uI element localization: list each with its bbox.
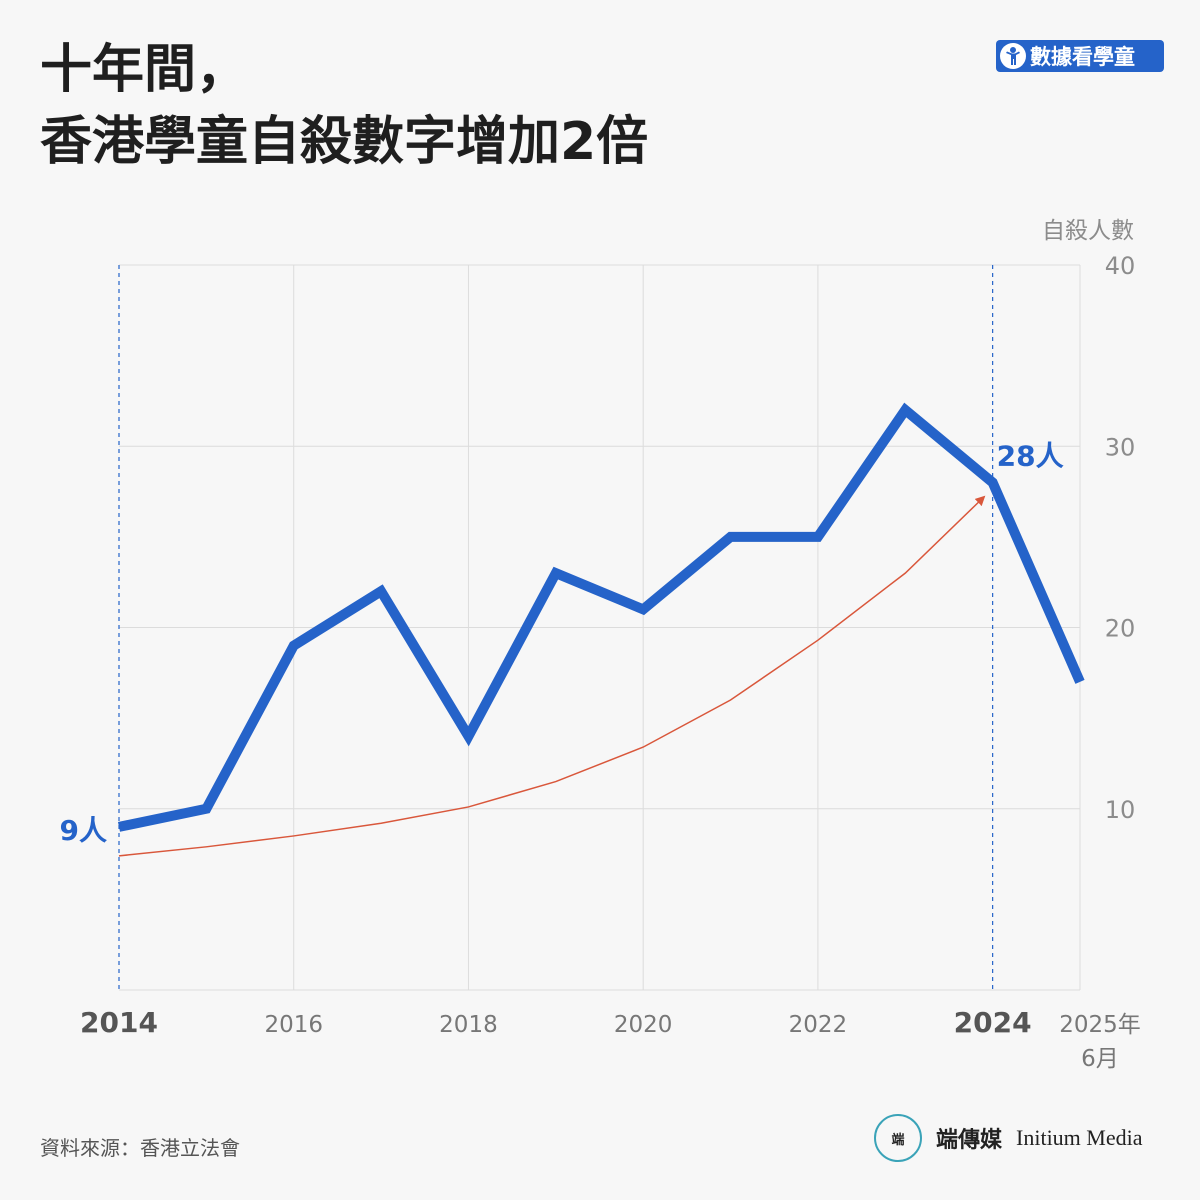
brand-english: Initium Media <box>1016 1125 1143 1150</box>
y-tick-label: 30 <box>1105 433 1136 461</box>
source-note: 資料來源：香港立法會 <box>40 1136 240 1160</box>
y-tick-label: 20 <box>1105 615 1136 643</box>
badge-label: 數據看學童 <box>1030 45 1135 69</box>
initium-logo-icon: 端 <box>874 1114 922 1162</box>
x-tick-label: 2025年 6月 <box>1059 1012 1141 1072</box>
trend-arrow <box>118 495 986 857</box>
title-line-2: 香港學童自殺數字增加2倍 <box>40 112 649 172</box>
x-tick-label-line: 2025年 <box>1059 1012 1141 1038</box>
data-label: 28人 <box>997 440 1064 473</box>
x-tick-label: 2024 <box>954 1006 1032 1039</box>
brand-chinese: 端傳媒 <box>936 1127 1003 1153</box>
y-axis-label: 自殺人數 <box>1042 218 1134 244</box>
series-badge: 數據看學童 <box>996 40 1164 72</box>
y-tick-label: 40 <box>1105 252 1136 280</box>
child-figure-icon <box>1000 43 1026 69</box>
x-tick-label: 2022 <box>789 1012 848 1038</box>
series-line <box>117 402 1085 832</box>
x-tick-label-line: 6月 <box>1081 1046 1119 1072</box>
x-tick-label: 2020 <box>614 1012 673 1038</box>
x-tick-label: 2014 <box>80 1006 158 1039</box>
x-tick-label: 2016 <box>264 1012 323 1038</box>
brand-mark: 端 端傳媒 Initium Media <box>874 1114 1143 1162</box>
x-tick-label: 2018 <box>439 1012 498 1038</box>
title-line-1: 十年間， <box>40 40 249 100</box>
data-label: 9人 <box>60 814 107 847</box>
y-tick-label: 10 <box>1105 796 1136 824</box>
chart-title: 十年間， 香港學童自殺數字增加2倍 <box>40 34 648 178</box>
